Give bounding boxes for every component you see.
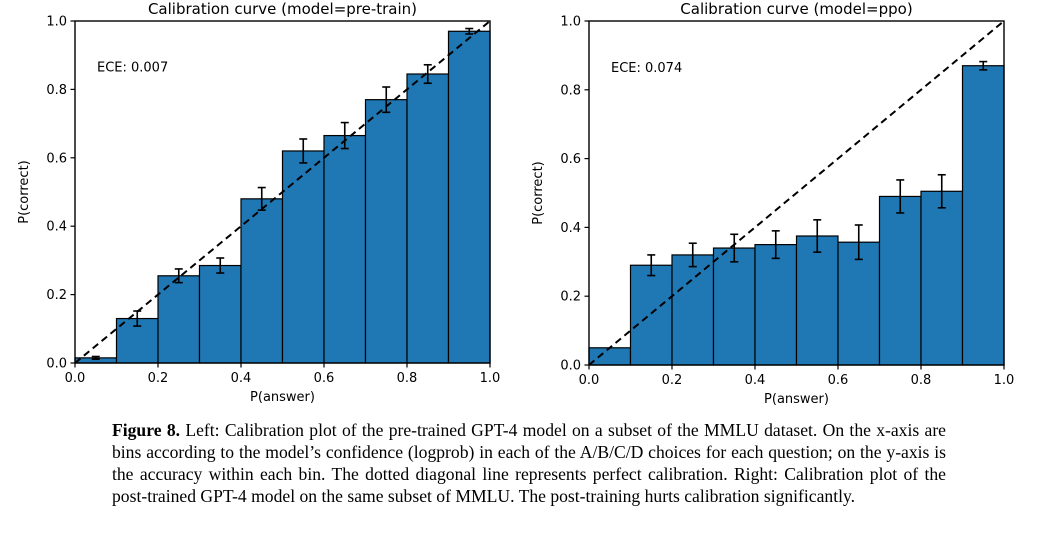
error-bar-bin-3	[730, 233, 739, 263]
figure-caption: Figure 8. Left: Calibration plot of the …	[112, 419, 946, 507]
x-tick-label: 1.0	[480, 371, 501, 386]
chart-title: Calibration curve (model=ppo)	[680, 0, 912, 18]
figure-caption-text: Left: Calibration plot of the pre-traine…	[112, 420, 946, 506]
bar-bin-9	[447, 30, 491, 364]
perfect-calibration-line	[74, 20, 491, 364]
plot-frame	[74, 20, 491, 364]
bar-bin-3	[198, 264, 242, 364]
x-tick-label: 0.0	[65, 371, 86, 386]
figure-page: 0.0 0.2 0.4 0.6 0.8 1.0 0.0 0.2 0.4 0.6 0.8 1.0 P(an…	[17, 0, 1015, 506]
x-tick-label: 0.8	[911, 373, 932, 388]
y-tick-label: 0.2	[46, 288, 67, 303]
error-bar-bin-5	[299, 138, 308, 164]
bar-bin-9	[961, 65, 1005, 366]
error-bar-bin-4	[257, 186, 266, 211]
error-bar-bin-0	[91, 355, 100, 361]
y-tick-label: 0.6	[46, 151, 67, 166]
bar-bin-1	[629, 264, 673, 366]
y-tick-label: 0.4	[46, 220, 67, 235]
error-bar-bin-4	[771, 230, 780, 260]
ece-annotation: ECE: 0.007	[97, 61, 168, 76]
x-axis-label: P(answer)	[764, 392, 829, 407]
bar-bin-5	[281, 150, 325, 364]
y-axis-label: P(correct)	[531, 161, 546, 225]
y-tick-label: 0.8	[560, 83, 581, 98]
bar-bin-4	[240, 198, 284, 364]
bar-bin-7	[878, 195, 922, 366]
error-bar-bin-9	[465, 27, 474, 35]
bar-bin-8	[406, 73, 450, 364]
error-bar-bin-9	[979, 60, 988, 71]
y-tick-label: 0.0	[46, 357, 67, 372]
y-tick-label: 0.4	[560, 221, 581, 236]
y-tick-label: 0.8	[46, 83, 67, 98]
error-bar-bin-2	[174, 268, 183, 284]
perfect-calibration-line	[588, 20, 1005, 366]
bar-bin-4	[754, 244, 798, 366]
bar-bin-6	[837, 241, 881, 366]
x-tick-label: 0.6	[314, 371, 335, 386]
bar-bin-8	[920, 190, 964, 366]
error-bar-bin-8	[423, 63, 432, 85]
error-bar-bin-7	[382, 86, 391, 114]
y-tick-label: 0.0	[560, 359, 581, 374]
error-bar-bin-7	[896, 179, 905, 214]
x-axis-label: P(answer)	[250, 390, 315, 405]
error-bar-bin-6	[854, 224, 863, 261]
bar-bin-7	[364, 99, 408, 364]
chart-title: Calibration curve (model=pre-train)	[148, 0, 417, 18]
x-tick-label: 0.4	[231, 371, 252, 386]
ece-annotation: ECE: 0.074	[611, 61, 682, 76]
plot-frame	[588, 20, 1005, 366]
x-tick-label: 0.6	[828, 373, 849, 388]
y-tick-label: 0.6	[560, 152, 581, 167]
error-bar-bin-1	[647, 254, 656, 277]
error-bar-bin-1	[133, 310, 142, 327]
x-tick-label: 0.2	[662, 373, 683, 388]
bar-bin-5	[795, 235, 839, 366]
error-bar-bin-2	[688, 242, 697, 268]
bar-bin-6	[323, 134, 367, 364]
calibration-chart-ppo: 0.0 0.2 0.4 0.6 0.8 1.0 0.0 0.2 0.4 0.6 0.8 1.0 P(an…	[531, 0, 1015, 407]
figure-caption-label: Figure 8.	[112, 420, 181, 440]
bar-bin-0	[588, 347, 632, 366]
y-tick-label: 1.0	[560, 15, 581, 30]
error-bar-bin-3	[216, 257, 225, 274]
y-axis-label: P(correct)	[17, 160, 32, 224]
y-tick-label: 0.2	[560, 290, 581, 305]
error-bar-bin-8	[937, 173, 946, 209]
error-bar-bin-6	[340, 121, 349, 150]
bar-bin-3	[712, 247, 756, 366]
x-tick-label: 0.4	[745, 373, 766, 388]
charts-row: 0.0 0.2 0.4 0.6 0.8 1.0 0.0 0.2 0.4 0.6 0.8 1.0 P(an…	[17, 0, 1015, 407]
error-bar-bin-5	[813, 219, 822, 253]
x-tick-label: 1.0	[994, 373, 1015, 388]
x-tick-label: 0.0	[579, 373, 600, 388]
x-tick-label: 0.2	[148, 371, 169, 386]
calibration-chart-pretrain: 0.0 0.2 0.4 0.6 0.8 1.0 0.0 0.2 0.4 0.6 0.8 1.0 P(an…	[17, 0, 501, 405]
bar-bin-2	[671, 254, 715, 366]
y-tick-label: 1.0	[46, 15, 67, 30]
x-tick-label: 0.8	[397, 371, 418, 386]
